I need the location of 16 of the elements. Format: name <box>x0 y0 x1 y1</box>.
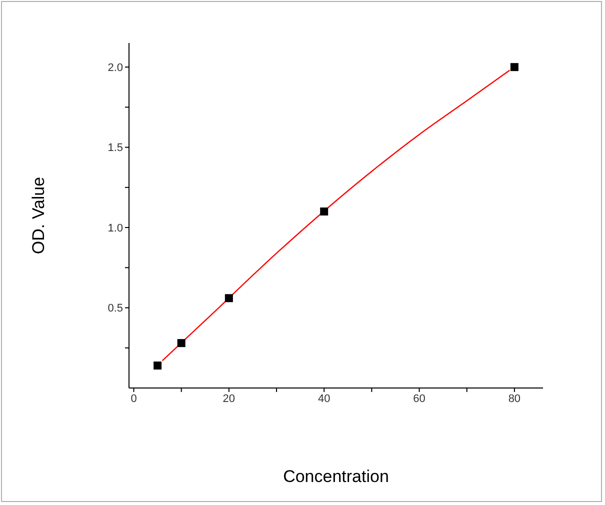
x-tick-label: 20 <box>222 392 236 405</box>
point <box>224 294 233 302</box>
x-tick-label: 60 <box>413 392 426 405</box>
x-tick-label: 40 <box>318 392 330 405</box>
x-tick-label: 80 <box>508 392 521 405</box>
y-tick-label: 1.0 <box>108 222 123 234</box>
y-tick-label: 2.0 <box>108 62 123 74</box>
y-axis-title: OD. Value <box>29 176 48 254</box>
x-tick-label: 0 <box>130 392 137 405</box>
point <box>510 63 518 72</box>
x-axis-title: Concentration <box>283 467 389 486</box>
y-tick-label: 1.5 <box>108 142 123 154</box>
point <box>154 362 162 370</box>
point <box>177 339 186 348</box>
y-tick-label: 0.5 <box>108 302 123 315</box>
point <box>320 207 328 216</box>
